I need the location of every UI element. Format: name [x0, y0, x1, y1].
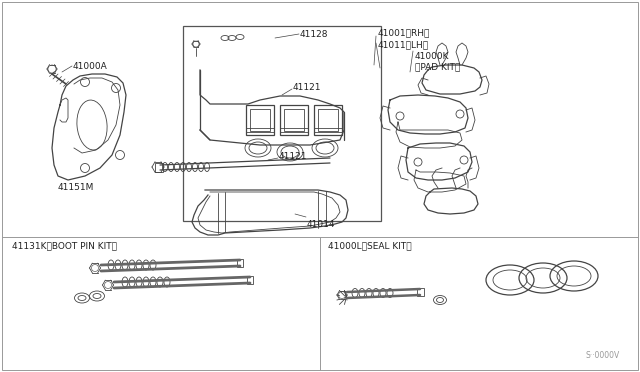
Text: 41151M: 41151M	[58, 183, 94, 192]
Text: 41000K: 41000K	[415, 52, 449, 61]
Bar	[314, 105, 342, 135]
Bar	[247, 276, 253, 284]
Text: 〈PAD KIT〉: 〈PAD KIT〉	[415, 62, 460, 71]
Text: 41001〈RH〉: 41001〈RH〉	[378, 28, 430, 37]
Text: 41011〈LH〉: 41011〈LH〉	[378, 40, 429, 49]
Text: 41014: 41014	[307, 220, 335, 229]
Bar	[155, 163, 163, 172]
Text: 41000A: 41000A	[73, 62, 108, 71]
Bar	[250, 109, 270, 131]
Bar	[284, 109, 304, 131]
Text: S··0000V: S··0000V	[586, 351, 620, 360]
Bar	[318, 109, 338, 131]
Bar	[417, 288, 424, 296]
Bar	[280, 105, 308, 135]
Text: 41121: 41121	[293, 83, 321, 92]
Bar	[183, 26, 381, 221]
Text: 41128: 41128	[300, 30, 328, 39]
Bar	[246, 105, 274, 135]
Text: 41131K〈BOOT PIN KIT〉: 41131K〈BOOT PIN KIT〉	[12, 241, 117, 250]
Text: 41121: 41121	[279, 152, 307, 161]
Bar	[237, 259, 243, 267]
Text: 41000L〈SEAL KIT〉: 41000L〈SEAL KIT〉	[328, 241, 412, 250]
